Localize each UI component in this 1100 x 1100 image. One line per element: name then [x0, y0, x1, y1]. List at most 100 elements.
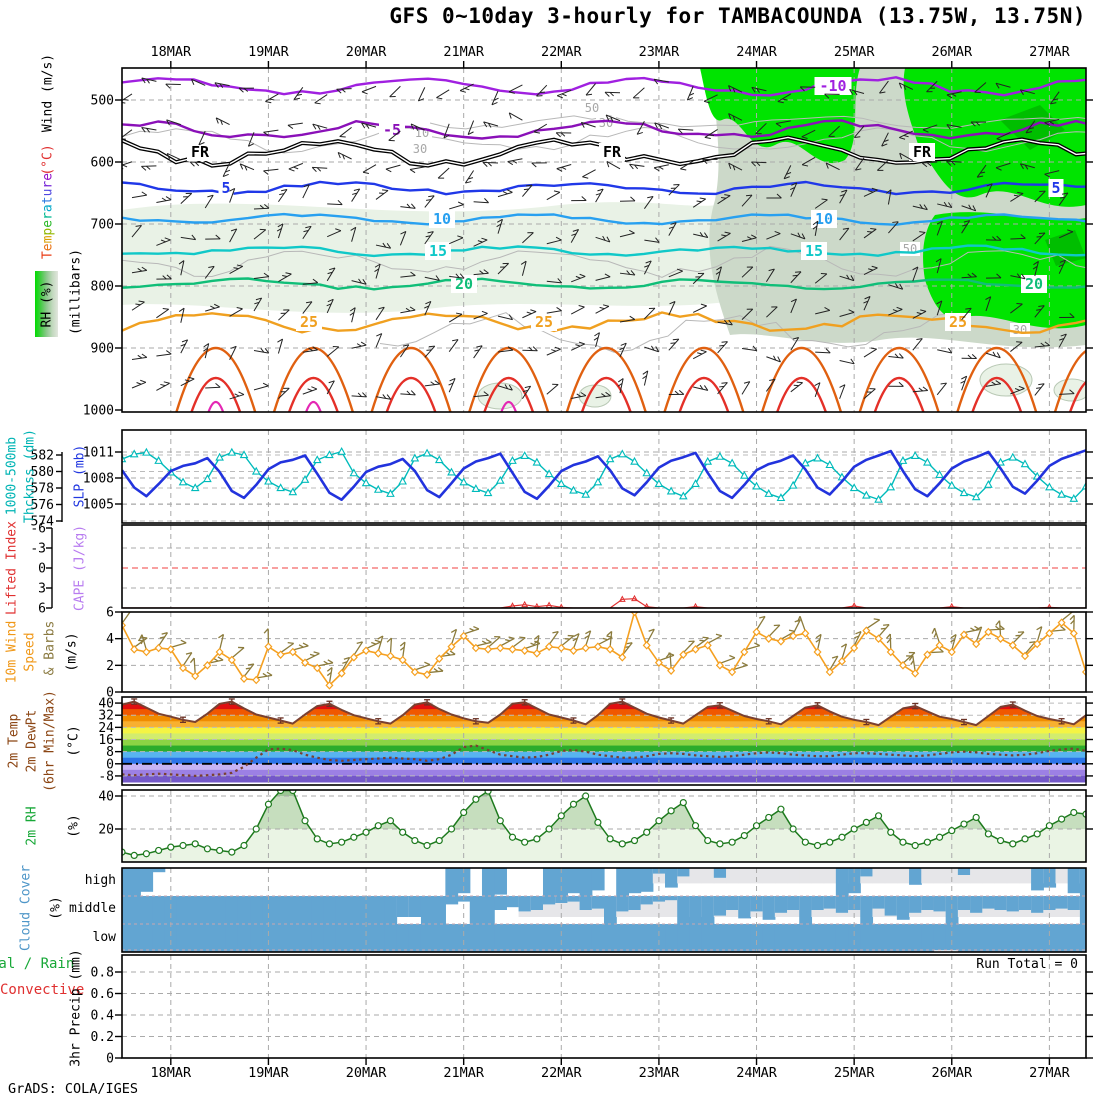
date-label-top: 22MAR: [541, 44, 583, 60]
svg-text:0.4: 0.4: [91, 1009, 115, 1024]
svg-text:8: 8: [106, 745, 114, 760]
date-label-bottom: 26MAR: [931, 1065, 973, 1081]
date-label-bottom: 24MAR: [736, 1065, 778, 1081]
svg-text:50: 50: [585, 101, 599, 115]
svg-text:574: 574: [31, 515, 55, 530]
millibars-axis-label: (millibars): [68, 248, 84, 336]
grads-credit: GrADS: COLA/IGES: [8, 1081, 139, 1097]
date-label-top: 21MAR: [443, 44, 485, 60]
slp-axis-label: SLP (mb): [72, 444, 88, 508]
svg-text:10: 10: [815, 210, 833, 228]
cloud-cover-label: Cloud Cover: [18, 864, 34, 952]
svg-text:25: 25: [535, 313, 553, 331]
wind-axis-label: Wind (m/s): [40, 53, 56, 133]
svg-text:FR: FR: [603, 143, 622, 161]
svg-text:6: 6: [106, 606, 114, 621]
svg-text:3: 3: [38, 582, 46, 597]
svg-text:1011: 1011: [83, 446, 114, 461]
date-label-top: 18MAR: [150, 44, 192, 60]
wind10-label-1: 10m Wind: [4, 620, 20, 684]
date-label-top: 19MAR: [248, 44, 290, 60]
svg-text:-8: -8: [98, 769, 114, 784]
svg-text:1000: 1000: [83, 404, 114, 419]
wind10-label-2: Speed: [22, 632, 38, 672]
wind10-units-label: (m/s): [64, 632, 80, 672]
t2m-label-3: (6hr Min/Max): [42, 690, 58, 792]
date-label-bottom: 25MAR: [834, 1065, 876, 1081]
date-label-top: 27MAR: [1029, 44, 1071, 60]
temperature-label: Temperature: [40, 172, 56, 260]
t2m-label-2: 2m DewPt: [24, 709, 40, 773]
precip-axis-label: 3hr Precip (mm): [68, 949, 84, 1067]
cloud-cover-panel: [122, 868, 1086, 952]
svg-text:800: 800: [91, 280, 114, 295]
date-label-bottom: 27MAR: [1029, 1065, 1071, 1081]
svg-text:24: 24: [98, 721, 114, 736]
date-label-bottom: 19MAR: [248, 1065, 290, 1081]
svg-text:500: 500: [91, 94, 114, 109]
svg-text:0: 0: [106, 1052, 114, 1067]
svg-text:30: 30: [413, 142, 427, 156]
svg-text:32: 32: [98, 709, 114, 724]
svg-text:0.6: 0.6: [91, 987, 114, 1002]
svg-text:10: 10: [433, 210, 451, 228]
cloud-row-high: high: [84, 873, 116, 888]
cape-label: CAPE (J/kg): [72, 524, 88, 612]
svg-text:40: 40: [98, 697, 114, 712]
svg-text:6: 6: [38, 602, 46, 617]
svg-text:700: 700: [91, 218, 114, 233]
svg-text:0.8: 0.8: [91, 966, 114, 981]
svg-text:0: 0: [106, 757, 114, 772]
svg-text:578: 578: [31, 482, 54, 497]
precip-convective-label: Convective: [0, 982, 85, 998]
rh-legend-gradient: [35, 271, 58, 337]
wind10-label-3: & Barbs: [42, 620, 58, 676]
cloud-units-label: (%): [48, 896, 64, 920]
date-label-top: 24MAR: [736, 44, 778, 60]
svg-text:-5: -5: [383, 121, 401, 139]
temp-units-label: (°C): [40, 144, 56, 176]
date-label-bottom: 18MAR: [150, 1065, 192, 1081]
svg-text:0: 0: [38, 562, 46, 577]
svg-text:25: 25: [300, 313, 318, 331]
svg-text:-6: -6: [30, 522, 46, 537]
svg-text:5: 5: [221, 179, 230, 197]
rh2m-panel: [122, 790, 1086, 862]
thickness-label-1: 1000-500mb: [4, 436, 20, 516]
svg-text:576: 576: [31, 498, 54, 513]
svg-text:15: 15: [805, 242, 823, 260]
date-label-bottom: 21MAR: [443, 1065, 485, 1081]
svg-text:582: 582: [31, 449, 54, 464]
t2m-units-label: (°C): [66, 725, 82, 757]
precip-panel: [122, 955, 1086, 1058]
svg-text:0.2: 0.2: [91, 1030, 114, 1045]
date-label-top: 23MAR: [639, 44, 681, 60]
svg-text:1008: 1008: [83, 472, 114, 487]
svg-text:25: 25: [949, 313, 967, 331]
svg-text:30: 30: [1013, 323, 1027, 337]
date-label-top: 25MAR: [834, 44, 876, 60]
date-label-bottom: 23MAR: [639, 1065, 681, 1081]
thickness-label-2: Thcknss (dm): [22, 429, 38, 523]
svg-text:-10: -10: [819, 77, 846, 95]
date-label-top: 20MAR: [346, 44, 388, 60]
svg-text:20: 20: [455, 275, 473, 293]
svg-text:2: 2: [106, 659, 114, 674]
svg-text:30: 30: [599, 116, 613, 130]
rh2m-label: 2m RH: [24, 806, 40, 846]
t2m-panel: [122, 697, 1086, 785]
svg-text:580: 580: [31, 465, 54, 480]
svg-text:0: 0: [106, 686, 114, 701]
svg-text:1005: 1005: [83, 498, 114, 513]
lifted-index-panel: [122, 525, 1086, 608]
cloud-row-low: low: [92, 930, 116, 945]
svg-text:-3: -3: [30, 542, 46, 557]
svg-text:50: 50: [903, 242, 917, 256]
svg-text:15: 15: [429, 242, 447, 260]
svg-text:16: 16: [98, 733, 114, 748]
axis-ticks-and-labels: 5006007008009001000101110081005582580578…: [30, 44, 1093, 1081]
svg-text:900: 900: [91, 342, 114, 357]
